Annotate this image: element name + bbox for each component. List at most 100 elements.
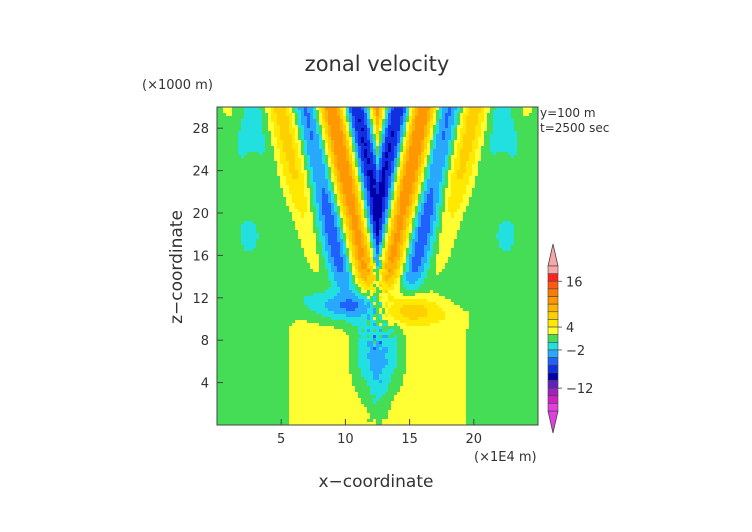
field-cell — [340, 113, 344, 117]
field-cell — [304, 398, 308, 402]
field-cell — [238, 422, 242, 425]
field-cell — [349, 248, 353, 252]
field-cell — [298, 140, 302, 144]
field-cell — [298, 317, 302, 321]
field-cell — [328, 170, 332, 174]
field-cell — [298, 194, 302, 198]
field-cell — [256, 284, 260, 288]
field-cell — [241, 212, 245, 216]
field-cell — [301, 386, 305, 390]
field-cell — [355, 173, 359, 177]
field-cell — [301, 311, 305, 315]
field-cell — [289, 254, 293, 258]
field-cell — [304, 323, 308, 327]
field-cell — [250, 146, 254, 150]
field-cell — [265, 113, 269, 117]
field-cell — [262, 182, 266, 186]
field-cell — [316, 188, 320, 192]
field-cell — [244, 323, 248, 327]
field-cell — [322, 209, 326, 213]
field-cell — [289, 416, 293, 420]
field-cell — [355, 320, 359, 324]
field-cell — [316, 113, 320, 117]
field-cell — [349, 128, 353, 132]
field-cell — [247, 182, 251, 186]
field-cell — [274, 395, 278, 399]
field-cell — [226, 236, 230, 240]
field-cell — [232, 338, 236, 342]
field-cell — [274, 299, 278, 303]
field-cell — [292, 389, 296, 393]
field-cell — [346, 419, 350, 423]
field-cell — [235, 320, 239, 324]
field-cell — [238, 356, 242, 360]
field-cell — [262, 194, 266, 198]
field-cell — [229, 128, 233, 132]
field-cell — [247, 416, 251, 420]
field-cell — [226, 188, 230, 192]
field-cell — [325, 224, 329, 228]
field-cell — [271, 167, 275, 171]
field-cell — [226, 377, 230, 381]
field-cell — [307, 155, 311, 159]
field-cell — [340, 416, 344, 420]
field-cell — [283, 329, 287, 333]
field-cell — [343, 254, 347, 258]
field-cell — [235, 251, 239, 255]
field-cell — [301, 236, 305, 240]
field-cell — [241, 389, 245, 393]
field-cell — [355, 209, 359, 213]
field-cell — [262, 197, 266, 201]
field-cell — [217, 134, 221, 138]
field-cell — [307, 209, 311, 213]
field-cell — [331, 185, 335, 189]
field-cell — [265, 344, 269, 348]
field-cell — [250, 326, 254, 330]
field-cell — [226, 194, 230, 198]
field-cell — [307, 374, 311, 378]
field-cell — [247, 329, 251, 333]
field-cell — [334, 188, 338, 192]
field-cell — [331, 293, 335, 297]
field-cell — [352, 293, 356, 297]
field-cell — [235, 143, 239, 147]
field-cell — [331, 239, 335, 243]
field-cell — [250, 122, 254, 126]
field-cell — [223, 140, 227, 144]
field-cell — [238, 266, 242, 270]
field-cell — [253, 233, 257, 237]
field-cell — [244, 386, 248, 390]
field-cell — [241, 287, 245, 291]
field-cell — [274, 314, 278, 318]
field-cell — [274, 320, 278, 324]
field-cell — [259, 332, 263, 336]
field-cell — [349, 110, 353, 114]
field-cell — [340, 164, 344, 168]
field-cell — [310, 233, 314, 237]
field-cell — [247, 110, 251, 114]
field-cell — [307, 296, 311, 300]
field-cell — [322, 137, 326, 141]
field-cell — [247, 404, 251, 408]
field-cell — [328, 371, 332, 375]
field-cell — [238, 113, 242, 117]
field-cell — [295, 245, 299, 249]
field-cell — [271, 266, 275, 270]
field-cell — [283, 266, 287, 270]
field-cell — [331, 260, 335, 264]
field-cell — [268, 302, 272, 306]
field-cell — [316, 347, 320, 351]
field-cell — [328, 251, 332, 255]
field-cell — [295, 179, 299, 183]
field-cell — [304, 161, 308, 165]
field-cell — [331, 236, 335, 240]
field-cell — [292, 335, 296, 339]
field-cell — [259, 284, 263, 288]
field-cell — [262, 164, 266, 168]
field-cell — [262, 179, 266, 183]
field-cell — [334, 122, 338, 126]
field-cell — [316, 182, 320, 186]
field-cell — [232, 410, 236, 414]
field-cell — [232, 152, 236, 156]
field-cell — [334, 299, 338, 303]
